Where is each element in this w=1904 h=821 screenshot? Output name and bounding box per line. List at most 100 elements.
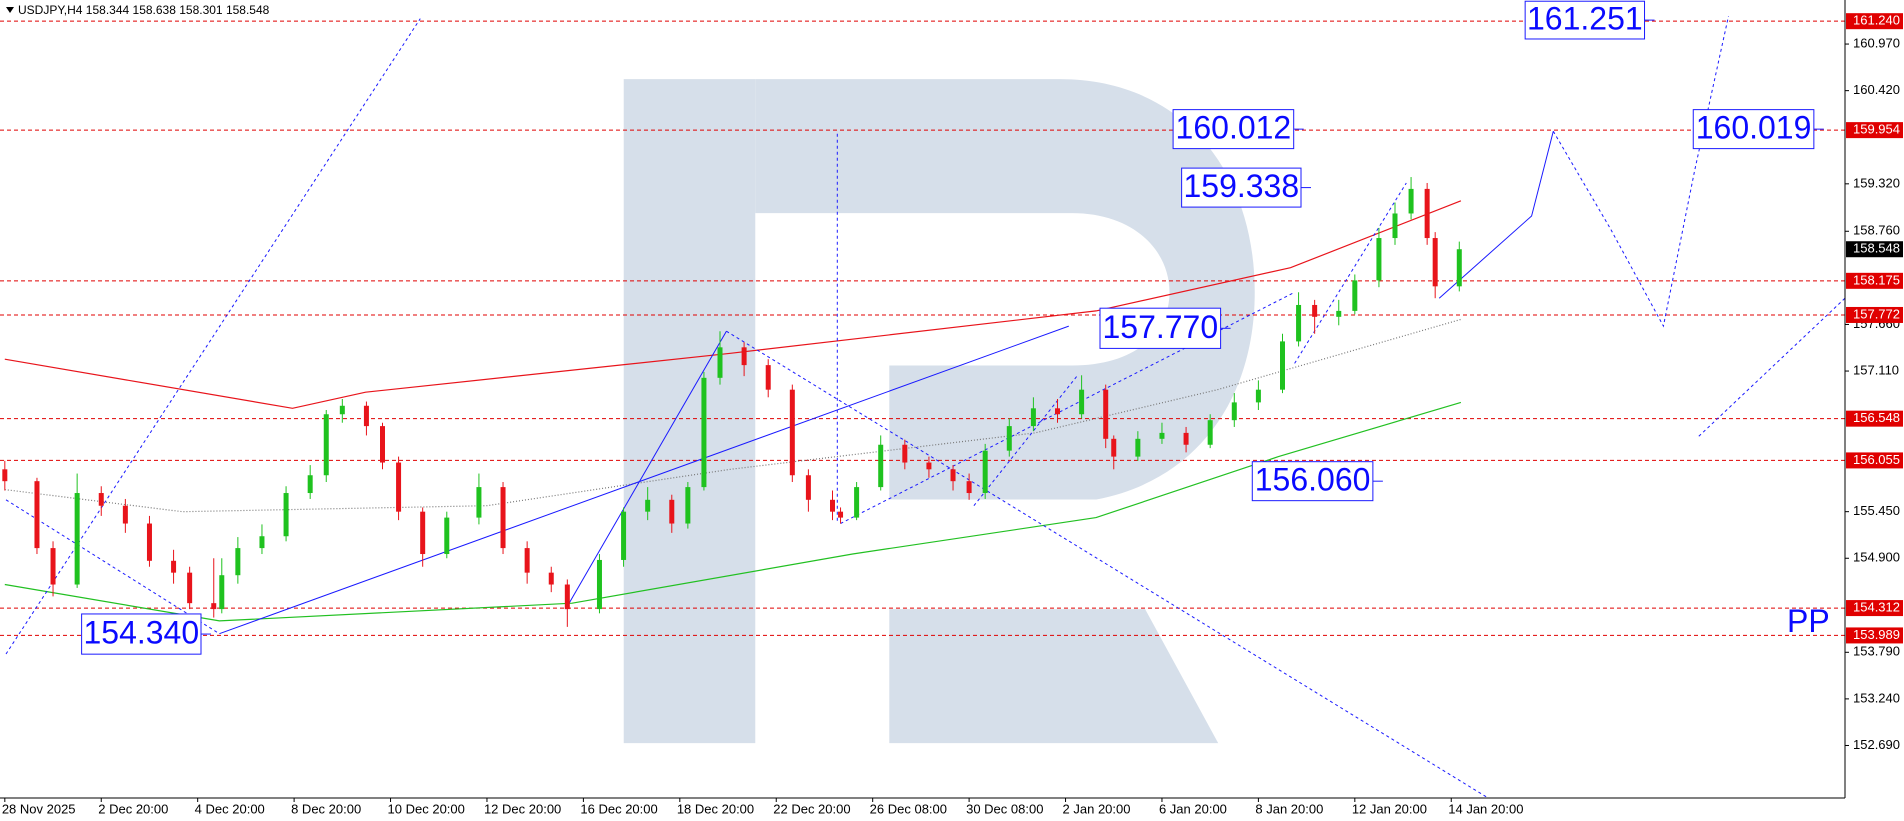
y-tick-label: 160.970 — [1853, 35, 1900, 50]
candle-body — [476, 487, 482, 518]
candle-body — [621, 511, 627, 560]
level-label: 156.055 — [1853, 452, 1900, 467]
last-price-bg — [1846, 241, 1903, 258]
level-label-bg — [1846, 13, 1903, 30]
candle-body — [187, 572, 193, 604]
candle-body — [1231, 402, 1237, 421]
candle-body — [444, 517, 450, 555]
trend-line — [1438, 131, 1554, 299]
candle-body — [1255, 389, 1261, 403]
level-label: 154.312 — [1853, 600, 1900, 615]
x-tick-label: 14 Jan 20:00 — [1448, 801, 1523, 816]
candle-body — [701, 377, 707, 488]
annotation-label: 154.340 — [83, 615, 199, 651]
candle-body — [926, 462, 932, 470]
annotation-label: 159.338 — [1183, 168, 1299, 204]
candle-body — [1280, 341, 1285, 390]
candle-body — [34, 481, 40, 549]
candle-body — [122, 505, 128, 524]
level-label-bg — [1846, 122, 1903, 139]
y-tick-label: 155.450 — [1853, 503, 1900, 518]
watermark-leg — [889, 609, 1219, 744]
moving-average — [4, 318, 1462, 513]
trend-line — [565, 330, 727, 610]
annotation-label: 157.770 — [1102, 309, 1218, 345]
candle-body — [50, 548, 56, 585]
candle-body — [396, 462, 402, 512]
candle-body — [789, 389, 795, 476]
candle-body — [500, 487, 506, 549]
level-label-bg — [1846, 306, 1903, 323]
candle-body — [717, 347, 723, 378]
candle-body — [74, 493, 80, 585]
candle-body — [1183, 432, 1189, 445]
level-label: 158.175 — [1853, 272, 1900, 287]
x-tick-label: 2 Dec 20:00 — [98, 801, 168, 816]
candle-body — [966, 481, 972, 494]
y-tick-label: 153.790 — [1853, 644, 1900, 659]
level-label: 157.772 — [1853, 306, 1900, 321]
candle-body — [1312, 304, 1318, 317]
candle-body — [380, 426, 385, 463]
candle-body — [1055, 408, 1060, 415]
candle-body — [741, 347, 747, 366]
x-tick-label: 26 Dec 08:00 — [870, 801, 947, 816]
candle-body — [1159, 432, 1165, 439]
candle-body — [854, 487, 860, 518]
level-label-bg — [1846, 627, 1903, 644]
candle-body — [1456, 249, 1462, 287]
candle-body — [283, 493, 289, 537]
trend-line — [1552, 15, 1729, 328]
candle-body — [524, 548, 530, 573]
trend-line — [840, 291, 1295, 524]
candle-body — [830, 499, 835, 512]
x-tick-label: 2 Jan 20:00 — [1063, 801, 1131, 816]
candle-body — [307, 475, 313, 494]
candle-body — [1352, 280, 1358, 311]
level-label: 159.954 — [1853, 122, 1900, 137]
candle-body — [363, 405, 369, 427]
candle-body — [564, 584, 570, 610]
annotation-box — [1172, 109, 1295, 150]
last-price-label: 158.548 — [1853, 241, 1900, 256]
annotation-box — [1181, 167, 1302, 208]
x-tick-label: 6 Jan 20:00 — [1159, 801, 1227, 816]
candle-body — [1030, 408, 1036, 427]
candle-body — [1432, 238, 1438, 287]
candle-body — [1376, 238, 1382, 281]
candle-body — [259, 536, 265, 549]
candle-body — [1135, 438, 1141, 457]
candle-body — [1392, 213, 1398, 239]
symbol-menu-icon[interactable] — [6, 7, 14, 13]
candle-body — [838, 511, 844, 518]
candle-body — [98, 493, 104, 506]
y-tick-label: 160.420 — [1853, 82, 1900, 97]
annotation-box — [1251, 461, 1374, 502]
annotation-box — [1099, 307, 1222, 349]
candle-body — [211, 603, 217, 610]
candle-body — [765, 365, 771, 390]
candle-body — [1103, 389, 1109, 439]
level-label: 161.240 — [1853, 13, 1900, 28]
candle-body — [219, 575, 225, 610]
x-tick-label: 12 Dec 20:00 — [484, 801, 561, 816]
candle-body — [1111, 438, 1117, 457]
candle-body — [171, 560, 177, 573]
candle-body — [1336, 310, 1342, 317]
candle-body — [669, 499, 675, 524]
watermark — [623, 79, 1255, 744]
annotation-label: 156.060 — [1255, 462, 1371, 498]
level-label: 153.989 — [1853, 627, 1900, 642]
annotation-box — [81, 613, 202, 655]
x-tick-label: 30 Dec 08:00 — [966, 801, 1043, 816]
candle-body — [420, 511, 426, 555]
candle-body — [805, 475, 811, 500]
candle-body — [878, 444, 884, 488]
trend-line — [1294, 182, 1407, 364]
x-tick-label: 8 Dec 20:00 — [291, 801, 361, 816]
y-tick-label: 158.760 — [1853, 223, 1900, 238]
candle-body — [323, 414, 329, 476]
annotation-label: PP — [1787, 603, 1830, 639]
annotation-box — [1692, 109, 1815, 150]
